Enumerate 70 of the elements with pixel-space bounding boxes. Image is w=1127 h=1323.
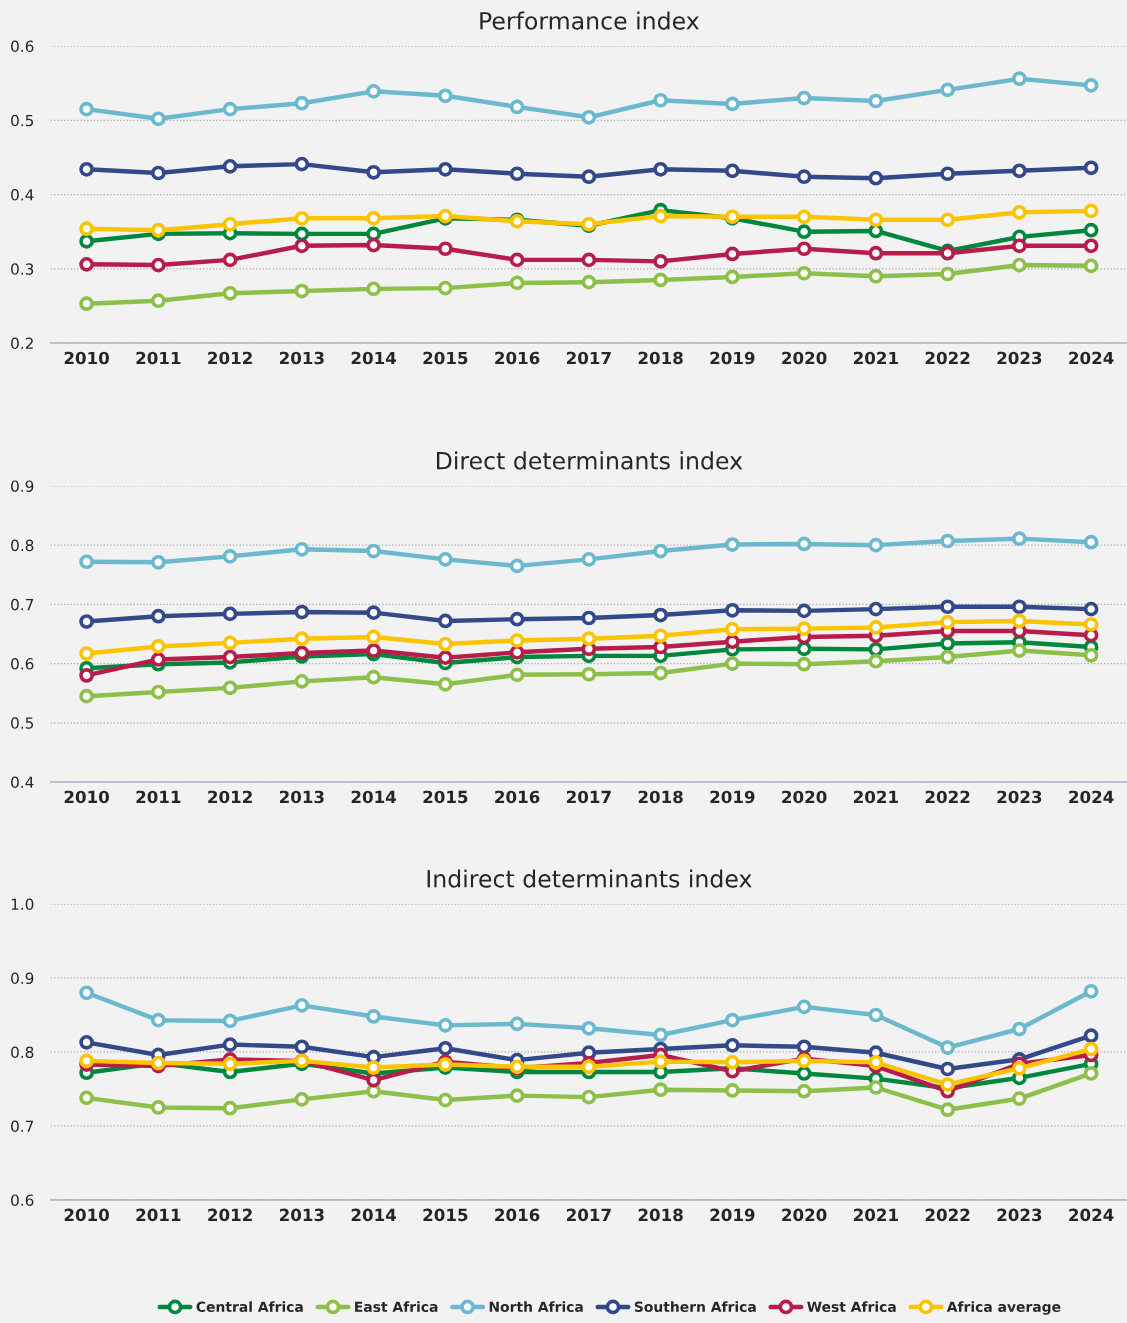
x-tick-label: 2019 [710, 1208, 755, 1222]
x-tick-label: 2020 [782, 1208, 827, 1222]
y-tick-label: 0.4 [11, 776, 34, 789]
y-tick-label: 0.5 [11, 114, 34, 127]
x-tick-label: 2021 [853, 351, 898, 365]
chart-title: Performance index [480, 11, 699, 30]
y-tick-label: 0.6 [11, 40, 34, 53]
y-tick-label: 1.0 [11, 898, 34, 911]
x-tick-label: 2023 [997, 1208, 1042, 1222]
y-tick-label: 0.4 [11, 189, 34, 201]
x-tick-label: 2024 [1069, 1208, 1114, 1222]
x-tick-label: 2016 [495, 790, 540, 804]
x-tick-label: 2015 [423, 351, 468, 365]
legend-label: East Africa [355, 1301, 438, 1312]
x-tick-label: 2014 [351, 1208, 397, 1222]
legend-label: North Africa [489, 1301, 583, 1312]
x-tick-label: 2023 [997, 351, 1042, 365]
y-tick-label: 0.9 [11, 972, 34, 985]
x-tick-label: 2011 [136, 1208, 181, 1222]
x-tick-label: 2010 [64, 790, 109, 804]
x-tick-label: 2020 [782, 790, 827, 804]
x-tick-label: 2023 [997, 790, 1042, 804]
y-tick-label: 0.8 [11, 1046, 34, 1059]
legend-label: Central Africa [196, 1301, 303, 1312]
y-tick-label: 0.7 [11, 598, 34, 611]
y-tick-label: 0.6 [11, 1194, 34, 1206]
x-tick-label: 2012 [208, 790, 252, 804]
x-tick-label: 2021 [853, 1208, 898, 1222]
x-tick-label: 2010 [64, 351, 109, 365]
y-tick-label: 0.6 [11, 658, 34, 670]
x-tick-label: 2016 [495, 1208, 540, 1222]
x-tick-label: 2019 [710, 351, 755, 365]
x-tick-label: 2013 [279, 351, 324, 365]
x-tick-label: 2021 [853, 790, 898, 804]
x-tick-label: 2017 [566, 1208, 611, 1222]
x-tick-label: 2016 [495, 351, 540, 365]
x-tick-label: 2018 [638, 790, 683, 804]
y-tick-label: 0.2 [11, 337, 33, 350]
y-tick-label: 0.9 [11, 480, 34, 492]
x-tick-label: 2017 [566, 790, 611, 804]
x-tick-label: 2019 [710, 790, 755, 804]
legend-label: Southern Africa [634, 1301, 756, 1312]
x-tick-label: 2012 [208, 1208, 252, 1222]
x-tick-label: 2011 [136, 790, 181, 804]
y-tick-label: 0.7 [11, 1120, 34, 1132]
x-tick-label: 2010 [64, 1208, 109, 1222]
x-tick-label: 2022 [925, 1208, 970, 1222]
x-tick-label: 2024 [1069, 351, 1114, 365]
y-tick-label: 0.5 [11, 717, 34, 729]
chart-title: Direct determinants index [436, 451, 743, 470]
y-tick-label: 0.3 [11, 263, 34, 275]
y-tick-label: 0.8 [11, 539, 34, 552]
x-tick-label: 2018 [638, 351, 683, 365]
x-tick-label: 2022 [925, 351, 970, 365]
x-tick-label: 2014 [351, 790, 397, 804]
legend-label: West Africa [807, 1301, 896, 1312]
legend-label: Africa average [946, 1301, 1061, 1315]
x-tick-label: 2022 [925, 790, 970, 804]
x-tick-label: 2014 [351, 351, 397, 365]
x-tick-label: 2024 [1069, 790, 1114, 804]
x-tick-label: 2013 [279, 1208, 324, 1222]
chart-title: Indirect determinants index [427, 869, 752, 888]
x-tick-label: 2011 [136, 351, 181, 365]
x-tick-label: 2012 [208, 351, 252, 365]
x-tick-label: 2015 [423, 1208, 468, 1222]
x-tick-label: 2020 [782, 351, 827, 365]
x-tick-label: 2015 [423, 790, 468, 804]
x-tick-label: 2017 [566, 351, 611, 365]
x-tick-label: 2018 [638, 1208, 683, 1222]
x-tick-label: 2013 [279, 790, 324, 804]
